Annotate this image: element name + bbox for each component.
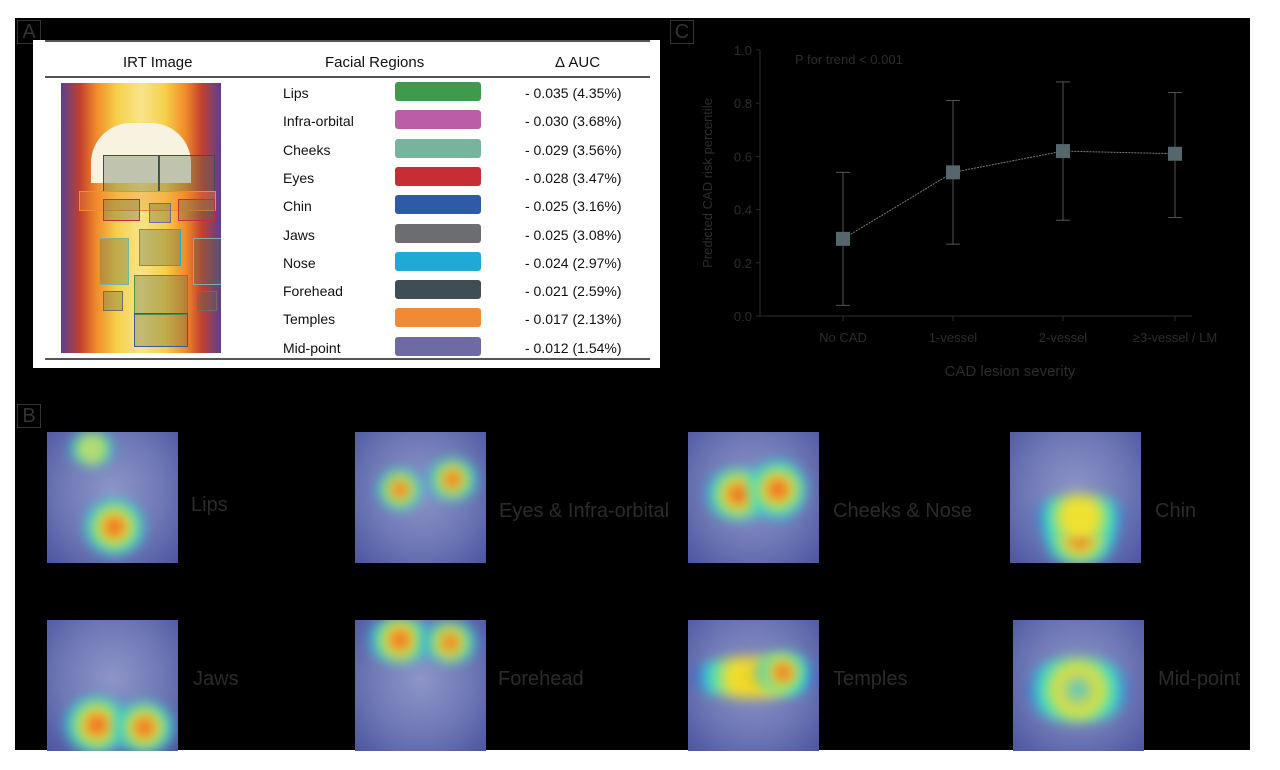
irt-thermal-image (61, 83, 221, 353)
table-row: Chin - 0.025 (3.16%) (283, 195, 653, 219)
heatmap-image (688, 432, 819, 563)
region-color-swatch (395, 195, 481, 215)
heatmap-image (47, 620, 178, 751)
heat-blob (1025, 657, 1131, 723)
y-tick-label: 0.4 (734, 203, 752, 218)
data-point (836, 231, 850, 246)
region-name: Chin (283, 198, 312, 215)
table-header-rule (45, 76, 650, 78)
delta-auc-value: - 0.029 (3.56%) (525, 141, 622, 158)
region-color-swatch (395, 138, 481, 158)
y-tick-label: 0.0 (734, 309, 752, 324)
region-color-swatch (395, 280, 481, 300)
heatmap-label: Forehead (498, 668, 584, 690)
region-color-swatch (395, 251, 481, 271)
delta-auc-value: - 0.012 (1.54%) (525, 339, 622, 356)
header-irt-image: IRT Image (123, 54, 193, 71)
heatmap-image (1013, 620, 1144, 751)
region-name: Mid-point (283, 339, 341, 356)
x-tick-label: 2-vessel (1039, 330, 1088, 345)
heatmap-label: Lips (191, 494, 228, 516)
heatmap-label: Temples (833, 668, 908, 690)
risk-percentile-chart: 0.0 0.2 0.4 0.6 0.8 1.0 No CAD 1-vessel 2-vessel… (700, 43, 1217, 380)
x-axis-title: CAD lesion severity (945, 363, 1076, 380)
region-auc-table: IRT Image Facial Regions Δ AUC Lips - 0.… (33, 40, 660, 368)
panel-label-a: A (17, 20, 41, 44)
panel-label-b: B (17, 404, 41, 428)
header-facial-regions: Facial Regions (325, 54, 425, 71)
delta-auc-value: - 0.025 (3.08%) (525, 226, 622, 243)
table-row: Mid-point - 0.012 (1.54%) (283, 336, 653, 361)
table-row: Lips - 0.035 (4.35%) (283, 82, 653, 106)
delta-auc-value: - 0.028 (3.47%) (525, 169, 622, 186)
heatmap-image (688, 620, 819, 751)
heatmap-image (1010, 432, 1141, 563)
table-row: Forehead - 0.021 (2.59%) (283, 280, 653, 304)
delta-auc-value: - 0.024 (2.97%) (525, 254, 622, 271)
heatmap-image (47, 432, 178, 563)
heatmap-image (355, 432, 486, 563)
heat-blob (69, 432, 115, 466)
heat-blob (1032, 494, 1128, 540)
heat-blob (114, 702, 175, 751)
region-color-swatch (395, 82, 481, 101)
y-axis-title: Predicted CAD risk percentile (700, 98, 715, 268)
table-row: Nose - 0.024 (2.97%) (283, 251, 653, 276)
trend-annotation: P for trend < 0.001 (795, 52, 903, 67)
heat-blob (755, 652, 811, 693)
y-tick-label: 0.6 (734, 149, 752, 164)
y-tick-label: 1.0 (734, 43, 752, 58)
delta-auc-value: - 0.017 (2.13%) (525, 311, 622, 328)
region-name: Temples (283, 311, 336, 328)
heatmap-label: Cheeks & Nose (833, 500, 972, 522)
delta-auc-value: - 0.025 (3.16%) (525, 198, 622, 215)
table-row: Infra-orbital - 0.030 (3.68%) (283, 110, 653, 134)
region-color-swatch (395, 110, 481, 130)
region-color-swatch (395, 336, 481, 356)
panel-label-c: C (670, 20, 694, 44)
region-color-swatch (395, 223, 481, 243)
region-name: Cheeks (283, 141, 331, 158)
data-point (1056, 144, 1070, 159)
x-tick-label: No CAD (819, 330, 867, 345)
region-color-swatch (395, 166, 481, 186)
heatmap-label: Eyes & Infra-orbital (499, 500, 670, 522)
data-point (1168, 146, 1182, 161)
heat-blob (750, 459, 806, 520)
region-name: Jaws (283, 226, 315, 243)
y-tick-label: 0.8 (734, 96, 752, 111)
region-name: Nose (283, 254, 316, 271)
heat-blob (422, 622, 478, 663)
delta-auc-value: - 0.021 (2.59%) (525, 283, 622, 300)
table-row: Jaws - 0.025 (3.08%) (283, 223, 653, 248)
header-delta-auc: Δ AUC (555, 54, 601, 71)
table-bottom-rule (45, 358, 650, 360)
heat-blob (377, 469, 423, 510)
table-top-rule (45, 40, 650, 42)
heat-blob (84, 499, 145, 555)
heatmap-label: Chin (1155, 500, 1197, 522)
region-name: Infra-orbital (283, 113, 354, 130)
region-name: Lips (283, 85, 309, 101)
heatmap-image (355, 620, 486, 751)
x-tick-label: 1-vessel (929, 330, 978, 345)
heatmap-label: Jaws (193, 668, 239, 690)
delta-auc-value: - 0.035 (4.35%) (525, 85, 622, 101)
x-tick-label: ≥3-vessel / LM (1133, 330, 1217, 345)
region-color-swatch (395, 308, 481, 328)
data-point (946, 165, 960, 180)
table-row: Temples - 0.017 (2.13%) (283, 308, 653, 332)
series-line (842, 150, 1176, 240)
heat-blob (427, 459, 478, 500)
heatmap-label: Mid-point (1158, 668, 1241, 690)
table-row: Cheeks - 0.029 (3.56%) (283, 138, 653, 163)
region-name: Eyes (283, 169, 315, 186)
table-row: Eyes - 0.028 (3.47%) (283, 166, 653, 191)
region-name: Forehead (283, 283, 343, 300)
y-tick-label: 0.2 (734, 256, 752, 271)
delta-auc-value: - 0.030 (3.68%) (525, 113, 622, 130)
